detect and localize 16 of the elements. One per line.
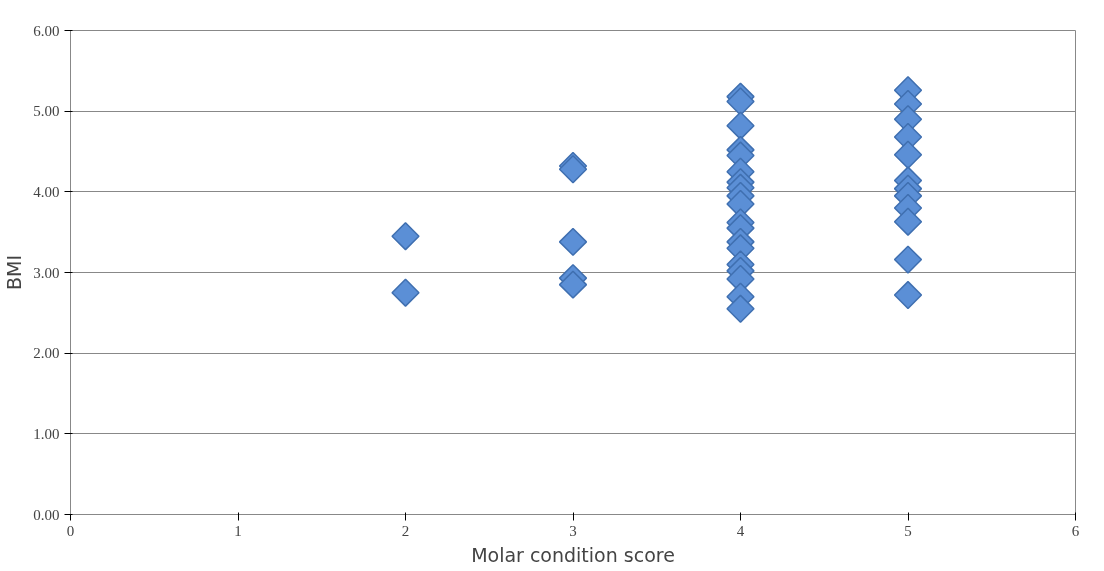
x-tick-label: 3 [569,522,577,539]
y-tick-label: 3.00 [33,264,60,281]
x-tick-label: 6 [1071,522,1080,539]
y-tick-label: 1.00 [33,425,60,442]
x-tick-label: 5 [904,522,912,539]
x-tick-label: 2 [401,522,410,539]
x-axis-title: Molar condition score [471,543,675,566]
y-tick-label: 2.00 [33,345,60,362]
x-tick-label: 1 [234,522,242,539]
y-tick-label: 6.00 [33,22,60,39]
y-axis-title: BMI [3,254,26,291]
y-tick-label: 5.00 [33,103,60,120]
x-tick-label: 4 [736,522,745,539]
y-tick-label: 4.00 [33,183,60,200]
x-tick-label: 0 [66,522,75,539]
y-tick-label: 0.00 [33,506,60,523]
